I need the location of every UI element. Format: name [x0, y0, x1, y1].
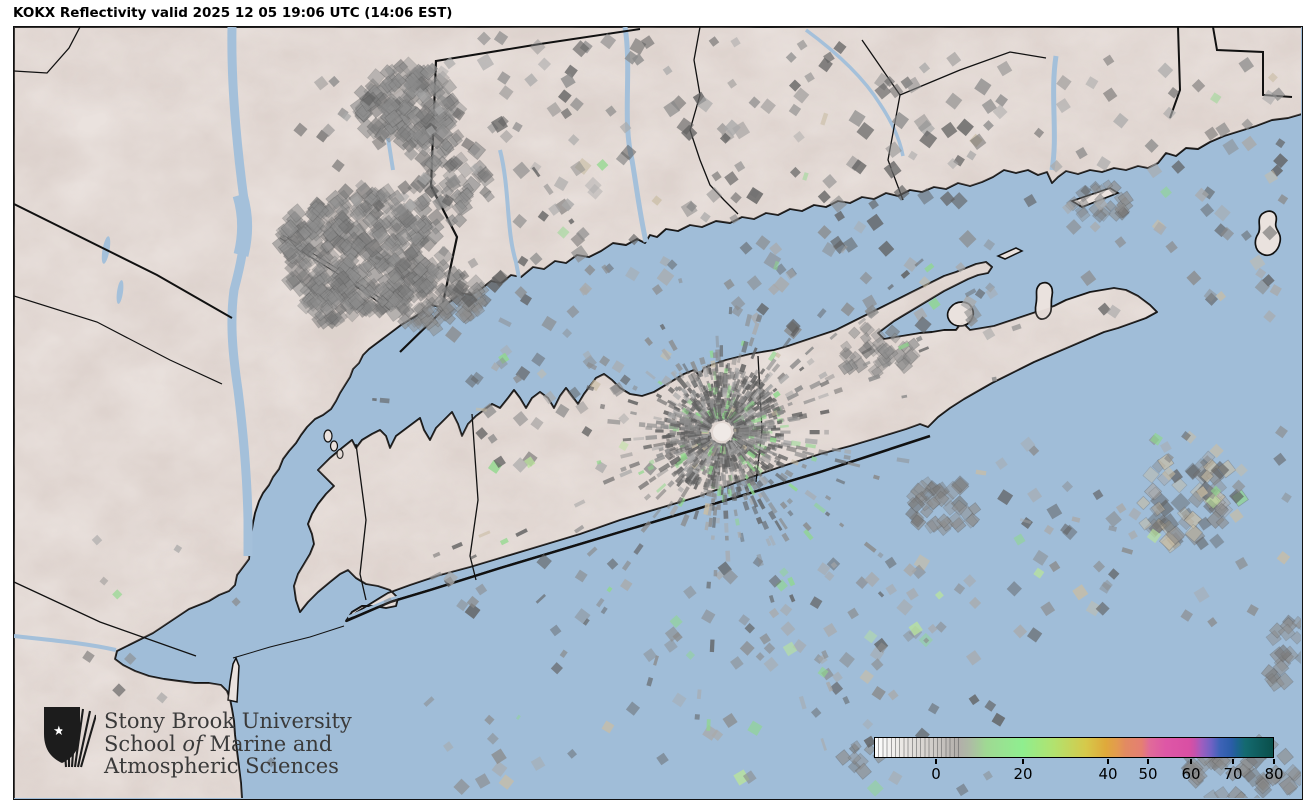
credit-line-2: School of Marine and [104, 731, 333, 756]
housatonic-river [498, 149, 521, 279]
sandy-hook [227, 656, 240, 703]
colorbar-tick-label: 80 [1264, 765, 1284, 783]
thames-river [1049, 55, 1059, 171]
queens-nassau-border [355, 443, 367, 601]
colorbar-tick [1022, 759, 1024, 764]
nassau-suffolk-border [469, 413, 479, 581]
colorbar-tick-label: 40 [1098, 765, 1118, 783]
svg-text:★: ★ [53, 724, 65, 739]
credit-text: Stony Brook University School of Marine … [104, 710, 352, 778]
page-title: KOKX Reflectivity valid 2025 12 05 19:06… [13, 5, 453, 21]
colorbar-tick [935, 759, 937, 764]
candlewood-lake [386, 137, 395, 171]
colorbar-tick-label: 70 [1223, 765, 1243, 783]
reflectivity-colorbar: 0 20 40 50 60 70 80 [874, 737, 1284, 783]
colorbar-tick [1107, 759, 1109, 764]
hudson-river [227, 27, 253, 556]
rivers [14, 27, 1059, 652]
colorbar-segment-lines [875, 738, 961, 757]
ny-nj-border [14, 203, 233, 319]
harbor-channel-line [232, 625, 345, 659]
credit-block: ★ Stony Brook University School of Marin… [42, 703, 352, 778]
colorbar-tick [1232, 759, 1234, 764]
colorbar-tick-label: 60 [1181, 765, 1201, 783]
radar-map [13, 26, 1303, 800]
colorbar-tick-label: 20 [1013, 765, 1033, 783]
plum-island [996, 247, 1024, 260]
credit-line-1: Stony Brook University [104, 709, 352, 733]
connecticut-river [622, 27, 649, 243]
map-canvas [14, 27, 1301, 798]
raritan-river [14, 634, 117, 652]
ct-ri-border [1169, 27, 1182, 119]
credit-line-3: Atmospheric Sciences [104, 754, 339, 778]
hudson-widening [232, 192, 253, 257]
stony-brook-shield-icon: ★ [44, 707, 96, 768]
radar-site-cone-of-silence [713, 423, 731, 441]
colorbar-tick [1273, 759, 1275, 764]
radar-echo-layer [82, 30, 1301, 798]
colorbar-tick [1190, 759, 1192, 764]
colorbar-tick [1147, 759, 1149, 764]
colorbar-tick-label: 50 [1138, 765, 1158, 783]
colorbar-gradient [875, 738, 1273, 757]
colorbar-tick-label: 0 [931, 765, 941, 783]
great-south-bay [347, 431, 927, 619]
